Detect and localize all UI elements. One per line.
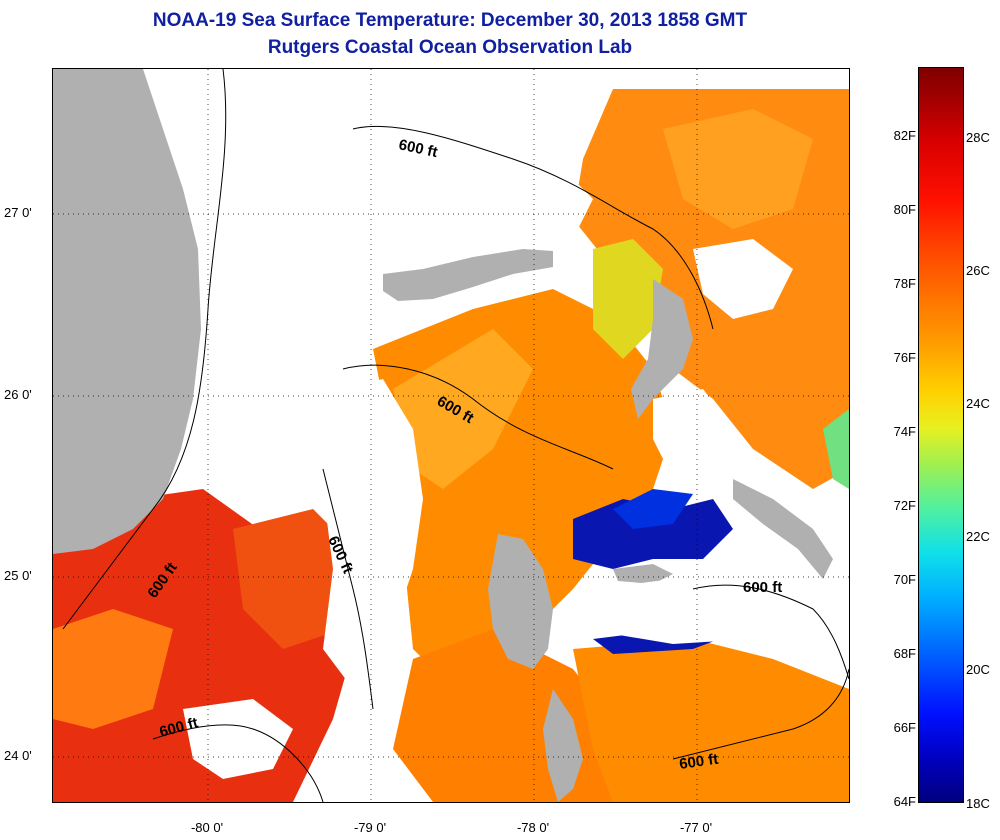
florida-land (53, 69, 201, 554)
abaco-land (631, 279, 693, 419)
contour-label: 600 ft (743, 579, 782, 596)
sst-warm-north-east-2 (663, 109, 813, 229)
lon-label: -77 0' (679, 820, 713, 835)
cloud-sw (183, 699, 293, 779)
colorbar-f-label: 74F (893, 424, 916, 439)
colorbar-f-label: 70F (893, 572, 916, 587)
sst-warm-south-east (573, 639, 849, 802)
colorbar-c-label: 22C (966, 529, 990, 544)
lon-label: -79 0' (353, 820, 387, 835)
colorbar-f-label: 76F (893, 350, 916, 365)
lat-label: 25 0' (4, 568, 32, 583)
sst-map: 600 ft 600 ft 600 ft 600 ft 600 ft 600 f… (52, 68, 850, 803)
colorbar-f-label: 72F (893, 498, 916, 513)
lon-label: -80 0' (190, 820, 224, 835)
contour-label: 600 ft (678, 751, 719, 773)
map-title: NOAA-19 Sea Surface Temperature: Decembe… (152, 10, 748, 31)
grand-bahama-land (383, 249, 553, 301)
lat-label: 27 0' (4, 205, 32, 220)
sst-cool-east (823, 409, 849, 489)
cloud-east-2 (653, 389, 733, 479)
sst-map-canvas: 600 ft 600 ft 600 ft 600 ft 600 ft 600 f… (53, 69, 849, 802)
colorbar-f-label: 80F (893, 202, 916, 217)
andros-land (488, 534, 553, 669)
colorbar-c-label: 24C (966, 396, 990, 411)
lon-label: -78 0' (516, 820, 550, 835)
colorbar-c-label: 26C (966, 263, 990, 278)
colorbar-c-label: 18C (966, 796, 990, 811)
sst-cold-center-2 (613, 489, 693, 529)
sst-warm-south (393, 629, 653, 802)
colorbar-f-label: 78F (893, 276, 916, 291)
sst-warm-mid-west (393, 329, 533, 489)
cloud-east (693, 239, 793, 319)
colorbar-f-label: 68F (893, 646, 916, 661)
colorbar-c-label: 20C (966, 662, 990, 677)
colorbar-f-label: 66F (893, 720, 916, 735)
colorbar-c-label: 28C (966, 130, 990, 145)
cloud-north (343, 119, 593, 259)
map-subtitle: Rutgers Coastal Ocean Observation Lab (267, 37, 633, 58)
lat-label: 26 0' (4, 387, 32, 402)
sst-warm-south-west (53, 609, 173, 729)
colorbar-f-label: 82F (893, 128, 916, 143)
eleuthera-land (733, 479, 833, 579)
sst-cool-north (593, 239, 663, 359)
depth-contours (62, 69, 849, 802)
colorbar-f-label: 64F (893, 794, 916, 809)
temperature-colorbar (918, 67, 964, 803)
cloud-center (323, 379, 423, 689)
graticule (53, 69, 849, 802)
andros-south-land (543, 689, 583, 802)
cloud-south (593, 579, 793, 644)
new-providence-land (613, 564, 673, 584)
sst-hot-west-2 (233, 509, 353, 649)
lat-label: 24 0' (4, 748, 32, 763)
sst-cold-center (573, 499, 733, 569)
